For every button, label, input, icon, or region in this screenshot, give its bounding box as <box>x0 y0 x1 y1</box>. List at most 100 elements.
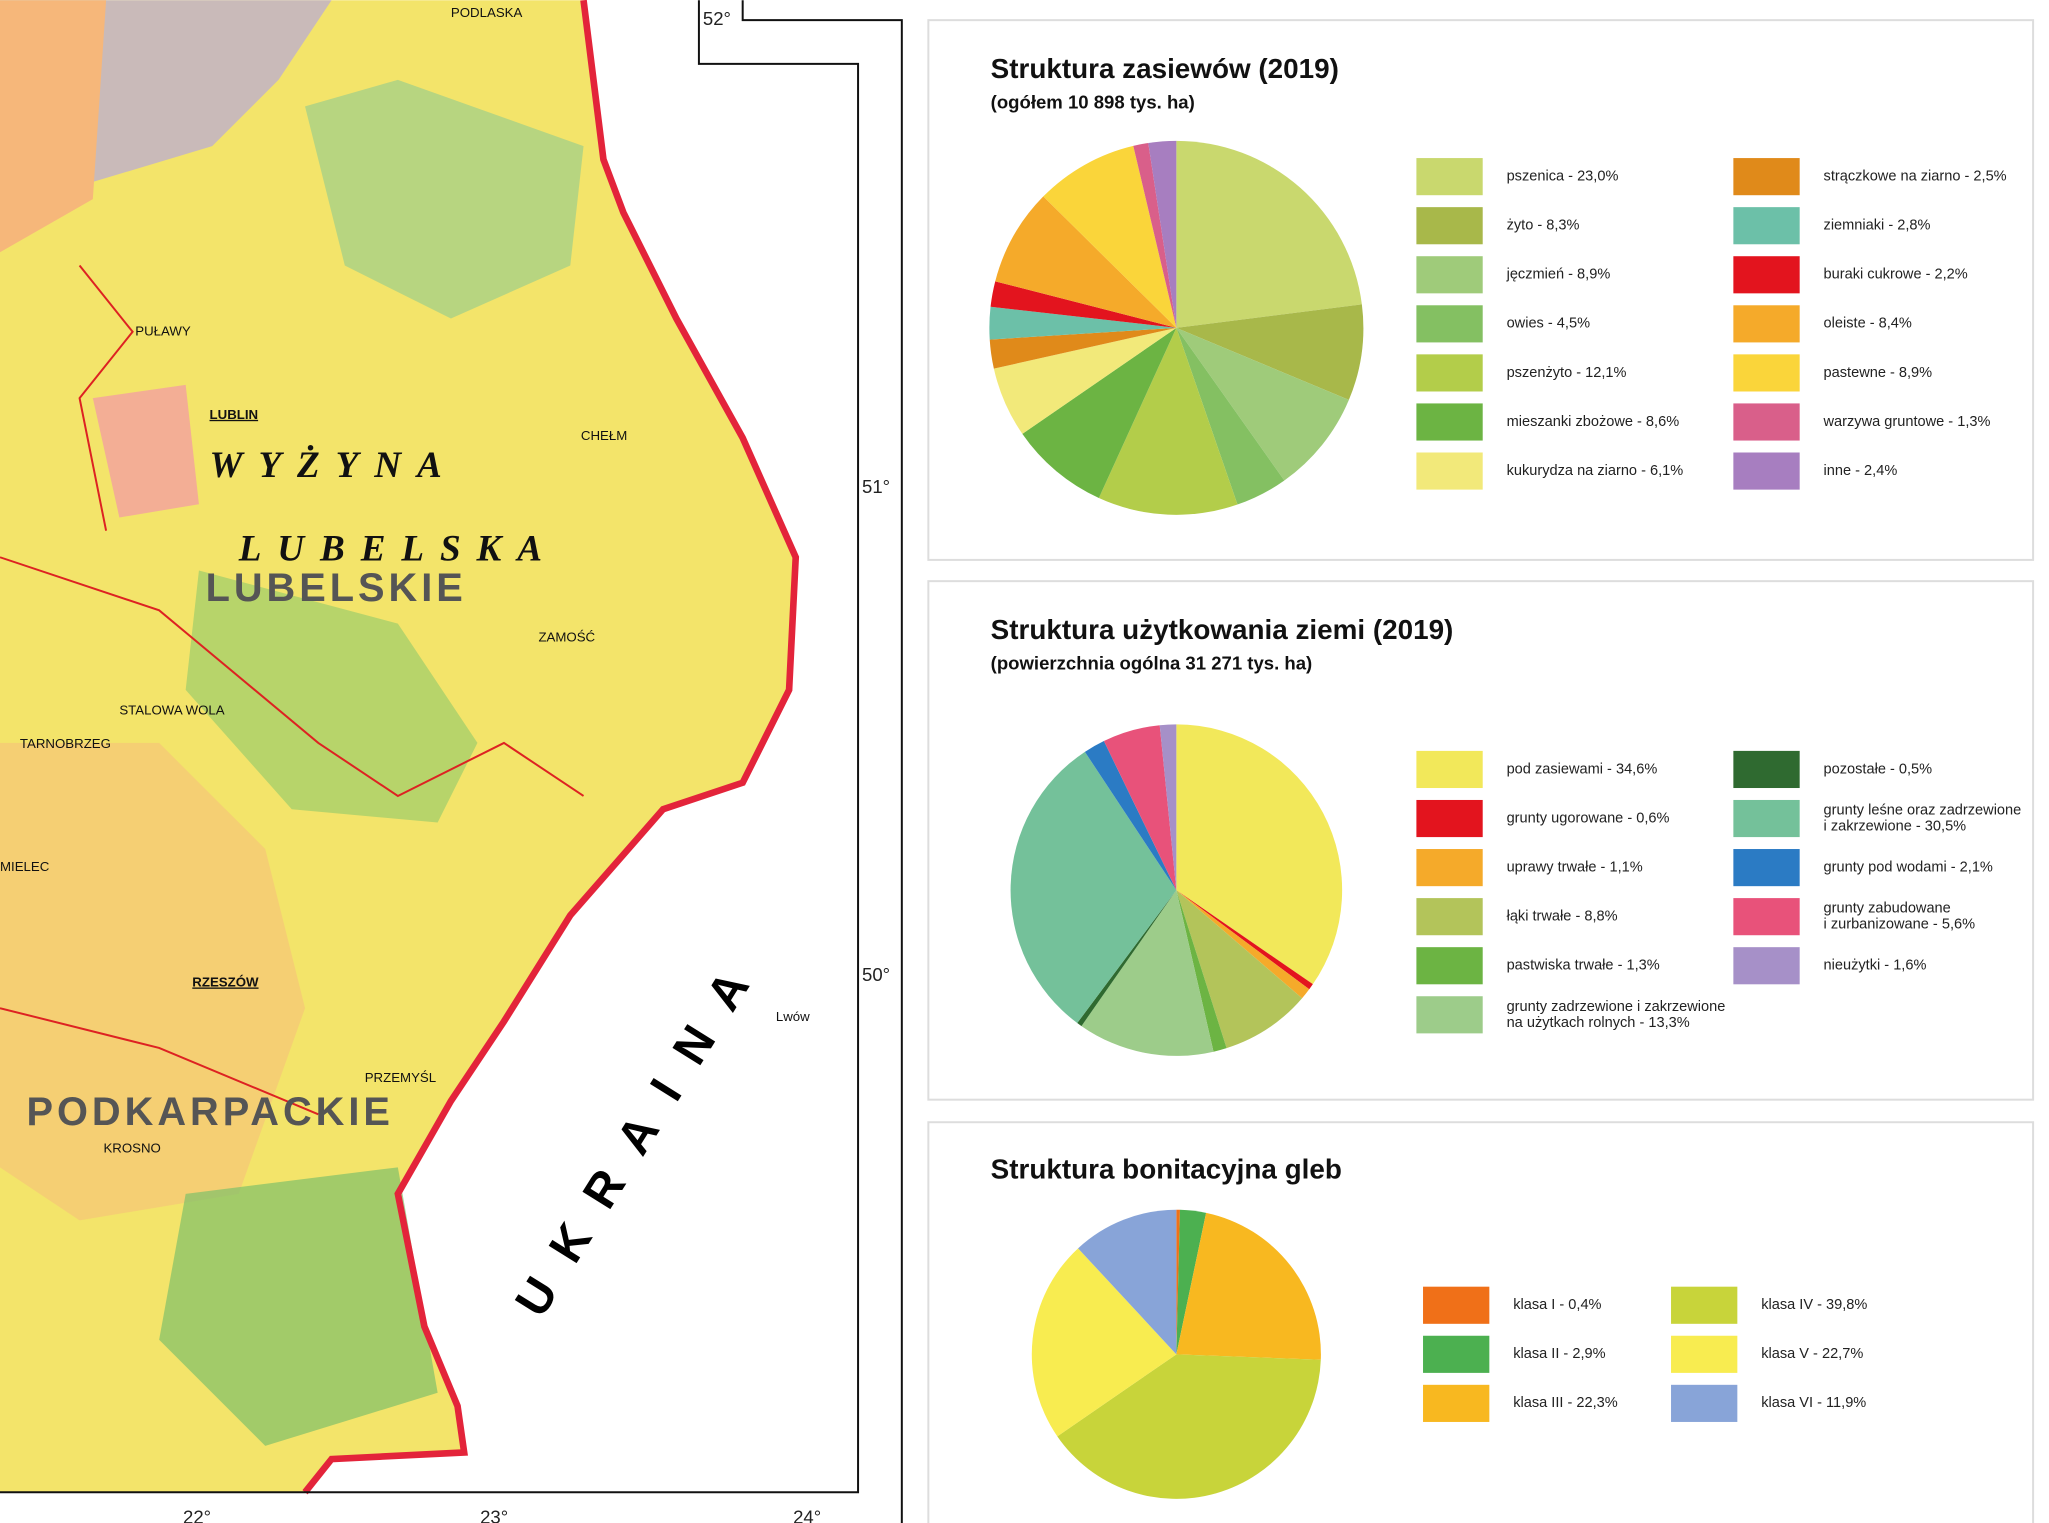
legend-label: klasa VI - 11,9% <box>1761 1395 1866 1411</box>
legend-label: grunty pod wodami - 2,1% <box>1824 859 1993 875</box>
coordinate-label: 24° <box>793 1507 821 1523</box>
city-label: PRZEMYŚL <box>365 1070 436 1085</box>
pie-slice <box>1057 1354 1321 1499</box>
coordinate-label: 50° <box>862 964 890 985</box>
legend-label: pozostałe - 0,5% <box>1824 761 1933 777</box>
legend-swatch <box>1423 1335 1490 1373</box>
legend-swatch <box>1733 849 1800 887</box>
pie-slice <box>1176 140 1362 328</box>
legend-label: warzywa gruntowe - 1,3% <box>1823 414 1991 430</box>
pie-slice <box>989 327 1177 369</box>
legend-swatch <box>1733 947 1800 985</box>
legend-swatch <box>1416 158 1483 196</box>
legend-label: buraki cukrowe - 2,2% <box>1824 267 1968 283</box>
legend-swatch <box>1733 305 1800 343</box>
pie-slice <box>1084 741 1177 891</box>
map: PODLASKA PUŁAWY LUBLIN CHEŁM ZAMOŚĆ STAL… <box>0 0 903 1523</box>
chart-title: Struktura użytkowania ziemi (2019) <box>991 614 1454 645</box>
pie-slice <box>1176 1209 1180 1355</box>
legend-swatch <box>1733 207 1800 245</box>
legend-swatch <box>1416 898 1483 936</box>
legend-swatch <box>1416 996 1483 1034</box>
city-label: CHEŁM <box>581 428 627 443</box>
province-border <box>0 264 585 1116</box>
city-label: RZESZÓW <box>192 974 259 989</box>
pie-slice <box>1077 890 1177 1027</box>
legend-swatch <box>1416 403 1483 441</box>
region-label: LUBELSKA <box>238 528 558 569</box>
chart-title: Struktura zasiewów (2019) <box>991 53 1339 84</box>
legend-label: łąki trwałe - 8,8% <box>1507 909 1618 925</box>
legend-label: kukurydza na ziarno - 6,1% <box>1507 463 1684 479</box>
chart-title: Struktura bonitacyjna gleb <box>991 1154 1342 1185</box>
pie-slice <box>1031 1248 1177 1437</box>
legend-swatch <box>1416 849 1483 887</box>
pie-slice <box>995 196 1177 328</box>
legend-label: pszenżyto - 12,1% <box>1507 365 1627 381</box>
pie-slice <box>1133 142 1177 328</box>
legend-label: pod zasiewami - 34,6% <box>1507 761 1658 777</box>
map-frame <box>0 0 903 1523</box>
legend-label: pszenica - 23,0% <box>1507 168 1619 184</box>
coordinate-label: 23° <box>480 1507 508 1523</box>
legend-swatch <box>1423 1384 1490 1422</box>
pie-slice <box>1148 140 1177 328</box>
legend-label: owies - 4,5% <box>1507 316 1590 332</box>
pie-slice <box>1176 890 1313 990</box>
legend-swatch <box>1671 1335 1738 1373</box>
legend-label: pastewne - 8,9% <box>1824 365 1933 381</box>
legend-label: klasa V - 22,7% <box>1761 1346 1863 1362</box>
legend-swatch <box>1733 354 1800 392</box>
forest-patch <box>185 570 478 823</box>
legend-label: inne - 2,4% <box>1824 463 1898 479</box>
legend-swatch <box>1671 1286 1738 1324</box>
legend-label: klasa II - 2,9% <box>1513 1346 1605 1362</box>
legend-label: klasa I - 0,4% <box>1513 1297 1601 1313</box>
legend-swatch <box>1416 256 1483 294</box>
province-label: LUBELSKIE <box>206 566 467 610</box>
legend-label: oleiste - 8,4% <box>1824 316 1912 332</box>
legend-swatch <box>1733 750 1800 789</box>
pie-slice <box>1176 327 1349 481</box>
legend-label: mieszanki zbożowe - 8,6% <box>1507 414 1680 430</box>
chart-subtitle: (ogółem 10 898 tys. ha) <box>991 92 1195 113</box>
city-label: STALOWA WOLA <box>119 703 224 718</box>
border <box>302 0 800 1495</box>
pie-slice <box>1043 145 1177 328</box>
legend-swatch <box>1733 158 1800 196</box>
legend-label: pastwiska trwałe - 1,3% <box>1507 958 1660 974</box>
forest-patch <box>305 79 584 319</box>
legend-label: jęczmień - 8,9% <box>1506 267 1611 283</box>
pie-slice <box>1176 890 1303 1049</box>
pie-slice <box>1176 327 1285 505</box>
pie-slice <box>993 327 1177 434</box>
pie-slice <box>1078 1209 1177 1355</box>
coordinate-label: 22° <box>183 1507 211 1523</box>
urban-patch <box>92 384 199 518</box>
legend-swatch <box>1416 799 1483 838</box>
region-patch <box>0 742 306 1221</box>
legend-swatch <box>1733 799 1800 838</box>
pie-slice <box>989 306 1177 340</box>
legend-swatch <box>1416 452 1483 490</box>
city-label: Lwów <box>776 1009 810 1024</box>
pie-slice <box>1176 1209 1207 1355</box>
legend-label: żyto - 8,3% <box>1507 218 1580 234</box>
city-label: MIELEC <box>0 859 50 874</box>
pie-slice <box>1176 890 1310 999</box>
pie-slice <box>1098 327 1238 515</box>
pie-slice <box>1103 725 1177 891</box>
legend-label: klasa III - 22,3% <box>1513 1395 1618 1411</box>
legend-swatch <box>1423 1286 1490 1324</box>
pie-slice <box>1081 890 1214 1056</box>
region-label: WYŻYNA <box>210 444 458 486</box>
forest-patch <box>159 1167 438 1446</box>
legend-label: grunty leśne oraz zadrzewione i zakrzewio… <box>1824 802 2022 834</box>
pie-slice <box>1159 724 1177 891</box>
pie-slice <box>1176 724 1343 985</box>
legend-label: nieużytki - 1,6% <box>1824 958 1927 974</box>
legend-swatch <box>1733 452 1800 490</box>
legend-swatch <box>1416 207 1483 245</box>
city-label: PUŁAWY <box>135 323 191 338</box>
